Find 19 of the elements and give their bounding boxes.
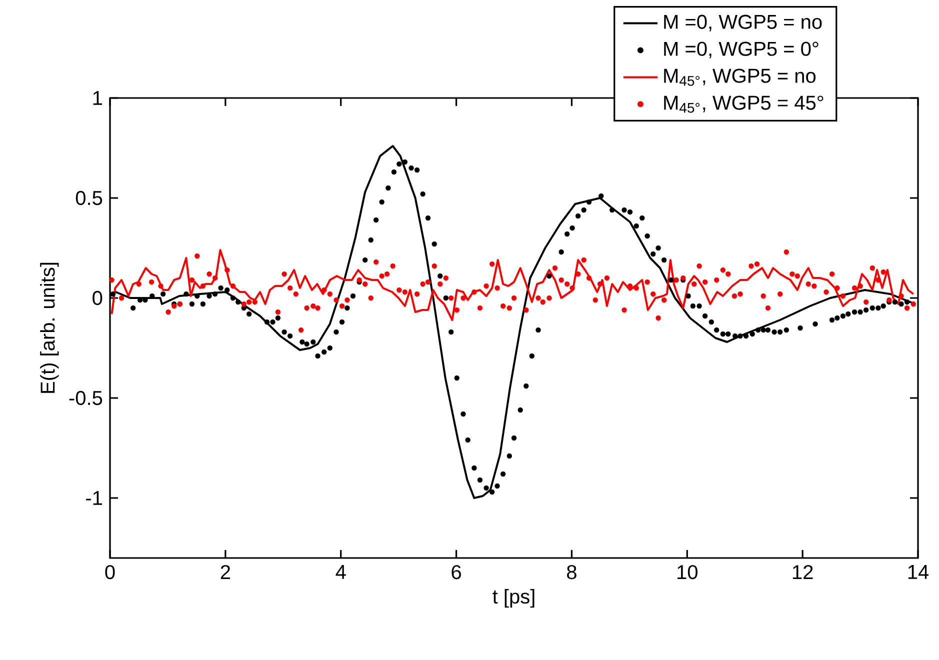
x-tick-label: 12 bbox=[792, 565, 813, 580]
y-axis-title: E(t) [arb. units] bbox=[40, 262, 59, 393]
x-tick-label: 4 bbox=[336, 565, 346, 579]
x-tick-label: 14 bbox=[908, 565, 929, 579]
x-tick-label: 6 bbox=[452, 565, 461, 580]
legend-label: M$_{45°}$, WGP5 = 45° bbox=[664, 96, 824, 113]
y-tick-label: 0.5 bbox=[76, 190, 102, 206]
legend-label: M$_{45°}$, WGP5 = no bbox=[664, 68, 816, 86]
legend-label: M =0, WGP5 = 0° bbox=[664, 42, 818, 58]
x-tick-label: 0 bbox=[105, 565, 115, 580]
x-tick-label: 8 bbox=[567, 565, 576, 580]
x-tick-label: 2 bbox=[220, 565, 230, 580]
x-tick-label: 10 bbox=[678, 565, 698, 580]
y-tick-label: -1 bbox=[86, 491, 102, 505]
y-tick-label: 0 bbox=[92, 290, 102, 306]
y-tick-label: -0.5 bbox=[69, 390, 102, 406]
legend-label: M =0, WGP5 = no bbox=[664, 14, 822, 32]
y-tick-label: 1 bbox=[93, 91, 102, 105]
x-axis-title: t [ps] bbox=[492, 588, 534, 608]
